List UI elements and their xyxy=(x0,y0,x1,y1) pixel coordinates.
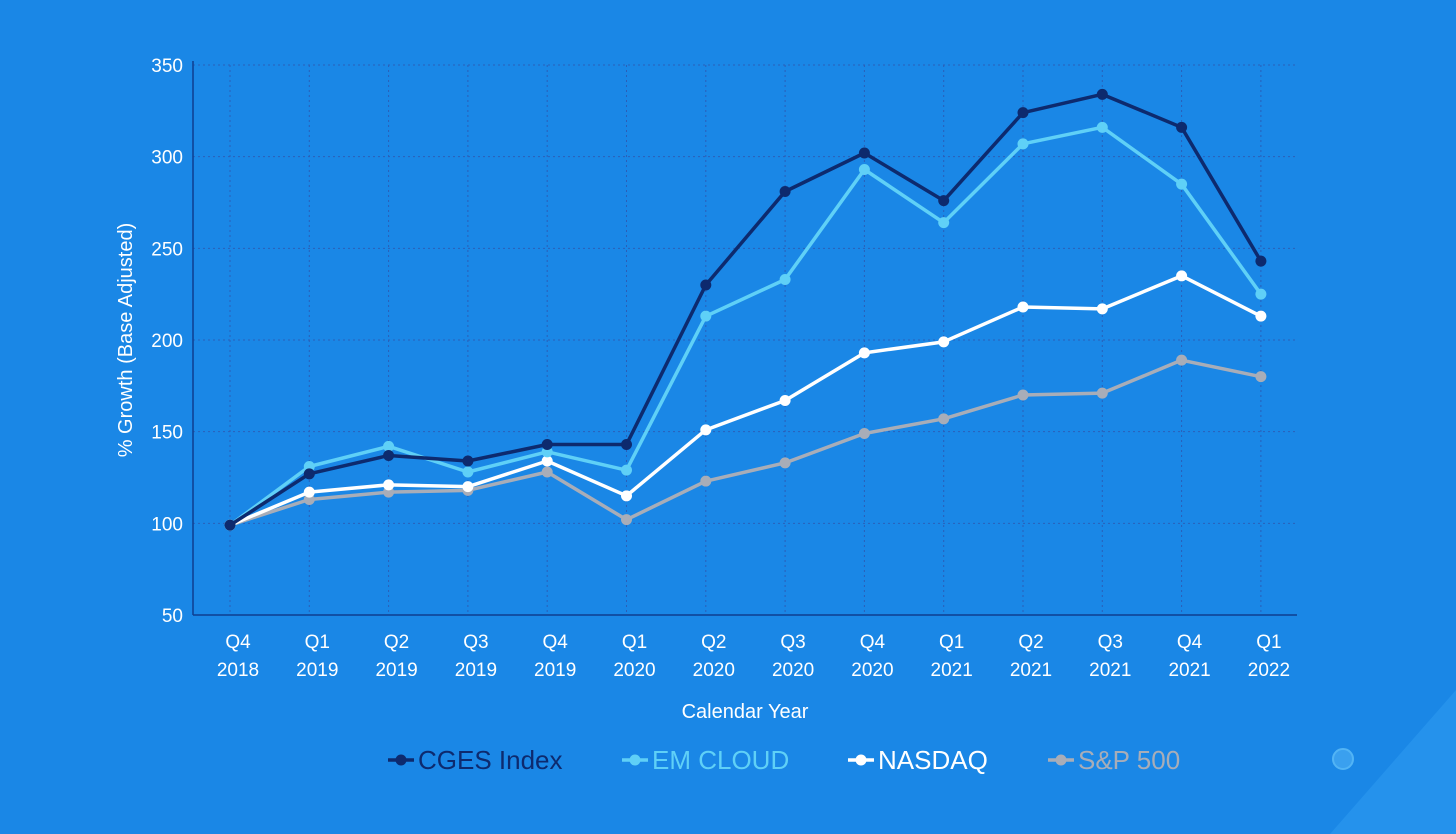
x-tick-label: Q1 2020 xyxy=(613,632,655,681)
data-point-cges-index xyxy=(1255,255,1267,267)
series-group xyxy=(224,88,1267,531)
series-line-s-p-500 xyxy=(229,358,1262,527)
data-point-s-p-500 xyxy=(1255,371,1267,383)
corner-shape xyxy=(1330,690,1456,834)
data-point-s-p-500 xyxy=(779,457,791,469)
legend-item-s-p-500: S&P 500 xyxy=(1048,745,1180,775)
x-tick-label: Q4 2020 xyxy=(851,632,893,681)
legend: CGES Index EM CLOUD NASDAQ S&P 500 xyxy=(388,745,1180,775)
data-point-cges-index xyxy=(938,195,950,207)
data-point-em-cloud xyxy=(621,464,632,476)
x-tick-label: Q4 2019 xyxy=(534,632,576,681)
x-tick-label: Q4 2021 xyxy=(1168,632,1210,681)
y-tick-label: 150 xyxy=(151,423,183,444)
data-point-cges-index xyxy=(383,450,395,461)
data-point-em-cloud xyxy=(462,466,474,478)
data-point-em-cloud xyxy=(1255,288,1267,300)
x-axis-title: Calendar Year xyxy=(682,701,809,723)
y-tick-label: 350 xyxy=(151,56,183,77)
axes: 50 100 150 200 250 300 350 Q4 2018 Q1 2019 Q2 2019 Q3… xyxy=(151,56,1297,681)
data-point-em-cloud xyxy=(779,274,791,285)
data-point-cges-index xyxy=(1017,107,1029,119)
legend-label: CGES Index xyxy=(418,745,563,775)
y-tick-label: 100 xyxy=(151,514,183,535)
series-line-cges-index xyxy=(229,92,1263,527)
gridlines xyxy=(193,64,1297,615)
x-tick-label: Q2 2019 xyxy=(375,632,417,681)
data-point-nasdaq xyxy=(541,455,553,467)
data-point-nasdaq xyxy=(938,336,950,348)
data-point-cges-index xyxy=(779,186,791,197)
x-tick-label: Q3 2021 xyxy=(1089,632,1131,681)
legend-item-nasdaq: NASDAQ xyxy=(848,745,988,775)
data-point-s-p-500 xyxy=(621,514,632,526)
data-point-em-cloud xyxy=(858,164,870,175)
data-point-nasdaq xyxy=(621,490,632,502)
data-point-nasdaq xyxy=(1096,303,1108,315)
x-tick-label: Q4 2018 xyxy=(217,632,259,681)
data-point-s-p-500 xyxy=(700,475,712,487)
data-point-cges-index xyxy=(1096,88,1108,100)
series-line-em-cloud xyxy=(228,125,1263,527)
data-point-cges-index xyxy=(303,468,315,480)
data-point-nasdaq xyxy=(1017,301,1029,313)
legend-swatch-dot xyxy=(629,754,641,766)
data-point-cges-index xyxy=(541,439,553,450)
series-s-p-500 xyxy=(224,354,1267,531)
data-point-nasdaq xyxy=(779,395,791,406)
legend-swatch-dot xyxy=(855,754,867,766)
data-point-cges-index xyxy=(1176,121,1188,133)
data-point-nasdaq xyxy=(383,479,395,491)
data-point-em-cloud xyxy=(383,440,395,452)
data-point-s-p-500 xyxy=(1096,387,1108,399)
y-tick-label: 50 xyxy=(162,606,183,627)
data-point-s-p-500 xyxy=(938,413,950,425)
x-tick-label: Q3 2019 xyxy=(455,632,497,681)
legend-swatch-dot xyxy=(395,754,407,766)
data-point-em-cloud xyxy=(1096,121,1108,133)
series-line-nasdaq xyxy=(229,274,1262,527)
data-point-nasdaq xyxy=(1255,310,1267,322)
data-point-nasdaq xyxy=(1176,270,1188,282)
data-point-em-cloud xyxy=(1017,138,1029,150)
legend-label: EM CLOUD xyxy=(652,745,789,775)
legend-label: NASDAQ xyxy=(878,745,988,775)
data-point-cges-index xyxy=(700,279,712,291)
data-point-cges-index xyxy=(621,439,632,450)
x-tick-label: Q2 2020 xyxy=(693,632,735,681)
corner-dot xyxy=(1332,748,1354,770)
series-cges-index xyxy=(224,88,1267,531)
legend-swatch-dot xyxy=(1055,754,1067,766)
data-point-em-cloud xyxy=(700,310,712,322)
x-tick-label: Q1 2022 xyxy=(1248,632,1290,681)
x-tick-label: Q3 2020 xyxy=(772,632,814,681)
data-point-cges-index xyxy=(224,519,236,531)
data-point-em-cloud xyxy=(938,217,950,229)
data-point-s-p-500 xyxy=(1017,389,1029,401)
x-tick-label: Q1 2019 xyxy=(296,632,338,681)
data-point-s-p-500 xyxy=(858,428,870,439)
data-point-em-cloud xyxy=(1176,178,1188,190)
y-axis-title: % Growth (Base Adjusted) xyxy=(115,223,137,458)
data-point-s-p-500 xyxy=(541,466,553,478)
data-point-cges-index xyxy=(858,147,870,159)
y-tick-label: 200 xyxy=(151,331,183,352)
x-tick-label: Q1 2021 xyxy=(931,632,973,681)
data-point-nasdaq xyxy=(858,347,870,359)
data-point-nasdaq xyxy=(462,481,474,493)
y-tick-label: 300 xyxy=(151,148,183,169)
x-tick-label: Q2 2021 xyxy=(1010,632,1052,681)
legend-item-cges-index: CGES Index xyxy=(388,745,563,775)
decorative-corner xyxy=(1330,690,1456,834)
data-point-s-p-500 xyxy=(1176,354,1188,366)
data-point-nasdaq xyxy=(303,486,315,498)
data-point-cges-index xyxy=(462,455,474,467)
y-tick-label: 250 xyxy=(151,239,183,260)
legend-label: S&P 500 xyxy=(1078,745,1180,775)
data-point-nasdaq xyxy=(700,424,712,436)
legend-item-em-cloud: EM CLOUD xyxy=(622,745,789,775)
series-em-cloud xyxy=(224,121,1267,531)
